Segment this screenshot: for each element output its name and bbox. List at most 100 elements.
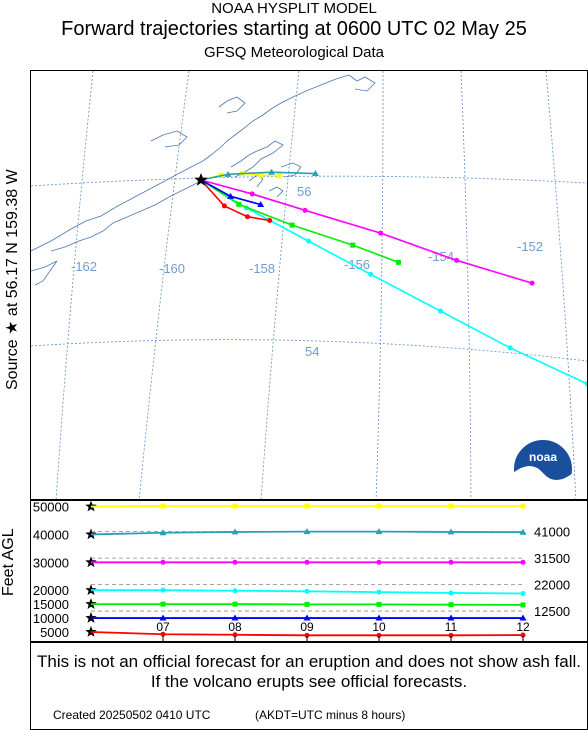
trajectory-15000-ft	[200, 179, 401, 265]
time-tick-label: 12	[516, 620, 530, 634]
altitude-panel: 5000 10000 15000 20000 30000 40000 50000 41000 3…	[30, 500, 588, 642]
trajectory-point	[520, 591, 526, 597]
noaa-logo: noaa	[512, 438, 574, 503]
coastline-segment	[50, 180, 202, 252]
coastline-segment	[30, 160, 204, 252]
map-grid	[30, 70, 588, 502]
trajectory-point	[224, 170, 232, 177]
trajectory-point	[529, 280, 535, 286]
trajectory-point	[376, 601, 382, 607]
time-tick-label: 10	[372, 620, 386, 634]
chart-title: NOAA HYSPLIT MODEL	[211, 0, 377, 17]
noaa-logo-text: noaa	[529, 450, 557, 464]
trajectory-point	[376, 503, 382, 509]
trajectory-point	[231, 528, 239, 535]
altitude-source-star-icon	[85, 626, 97, 637]
trajectory-point	[160, 559, 166, 565]
coastline-segment	[150, 130, 188, 148]
altitude-series	[90, 528, 527, 536]
altitude-series	[91, 559, 526, 565]
trajectory-point	[376, 559, 382, 565]
trajectory-point	[519, 614, 527, 621]
trajectory-point	[304, 632, 310, 638]
trajectory-point	[221, 203, 227, 209]
trajectory-point	[257, 201, 265, 208]
trajectory-point	[304, 503, 310, 509]
met-data-label: GFSQ Meteorological Data	[203, 44, 385, 61]
coastline-segment	[218, 96, 246, 114]
trajectory-point	[232, 632, 238, 638]
trajectory-point	[160, 601, 166, 607]
created-timestamp: Created 20250502 0410 UTC	[53, 708, 211, 722]
trajectory-5000-ft	[200, 179, 273, 223]
trajectory-point	[249, 191, 255, 197]
altitude-right-label: 41000	[534, 525, 570, 540]
altitude-series	[90, 503, 526, 509]
trajectory-point	[303, 614, 311, 621]
coastline-segment	[268, 186, 284, 198]
longitude-label: -156	[344, 257, 370, 272]
source-star-icon	[194, 173, 208, 186]
altitude-right-label: 22000	[534, 578, 570, 593]
meridian-line	[260, 70, 300, 502]
trajectory-point	[160, 503, 166, 509]
trajectory-point	[268, 168, 276, 175]
time-axis: 07 08 09 10 11 12	[156, 620, 530, 634]
coastline-segment	[202, 74, 350, 162]
trajectory-point	[375, 614, 383, 621]
feet-agl-label: Feet AGL	[0, 528, 17, 596]
trajectory-point	[236, 201, 242, 207]
time-tick-label: 08	[228, 620, 242, 634]
trajectory-point	[448, 590, 454, 596]
trajectory-point	[448, 503, 454, 509]
trajectory-point	[304, 601, 310, 607]
trajectory-point	[304, 559, 310, 565]
trajectory-point	[375, 528, 383, 535]
trajectory-point	[519, 528, 527, 535]
altitude-right-label: 12500	[534, 604, 570, 619]
trajectory-point	[232, 588, 238, 594]
trajectory-point	[232, 503, 238, 509]
altitude-tick-label: 10000	[33, 611, 69, 626]
noaa-logo-wave	[513, 466, 573, 503]
trajectory-point	[520, 503, 526, 509]
trajectory-point	[376, 589, 382, 595]
altitude-tick-label: 30000	[33, 555, 69, 570]
longitude-label: -160	[159, 261, 185, 276]
coastline-segment	[280, 162, 302, 178]
meridian-line	[460, 70, 472, 502]
trajectory-point	[311, 170, 319, 177]
coastline-segment	[230, 140, 284, 178]
trajectory-41000-ft	[200, 168, 319, 181]
altitude-tick-label: 15000	[33, 597, 69, 612]
latitude-label: 56	[297, 184, 311, 199]
trajectory-point	[520, 559, 526, 565]
trajectory-point	[231, 614, 239, 621]
coastline	[30, 74, 376, 286]
trajectory-point	[258, 172, 264, 178]
trajectory-10000-ft	[200, 179, 265, 208]
coastline-segment	[348, 74, 376, 92]
trajectory-point	[520, 632, 526, 638]
trajectory-point	[448, 632, 454, 638]
trajectory-point	[437, 308, 443, 314]
trajectory-point	[395, 259, 401, 265]
altitude-series	[91, 601, 526, 608]
trajectory-point	[160, 631, 166, 637]
altitude-tick-label: 40000	[33, 527, 69, 542]
altitude-right-label: 31500	[534, 551, 570, 566]
trajectory-point	[448, 602, 454, 608]
altitude-series	[91, 614, 527, 621]
source-location-label: Source ★ at 56.17 N 159.38 W	[4, 169, 21, 390]
coastline-segment	[30, 260, 58, 286]
trajectory-point	[232, 601, 238, 607]
trajectory-point	[244, 214, 250, 220]
altitude-tick-label: 50000	[33, 501, 69, 515]
meridian-line	[138, 70, 190, 502]
trajectory-point	[448, 559, 454, 565]
altitude-tick-label: 20000	[33, 583, 69, 598]
trajectory-line	[200, 171, 316, 181]
